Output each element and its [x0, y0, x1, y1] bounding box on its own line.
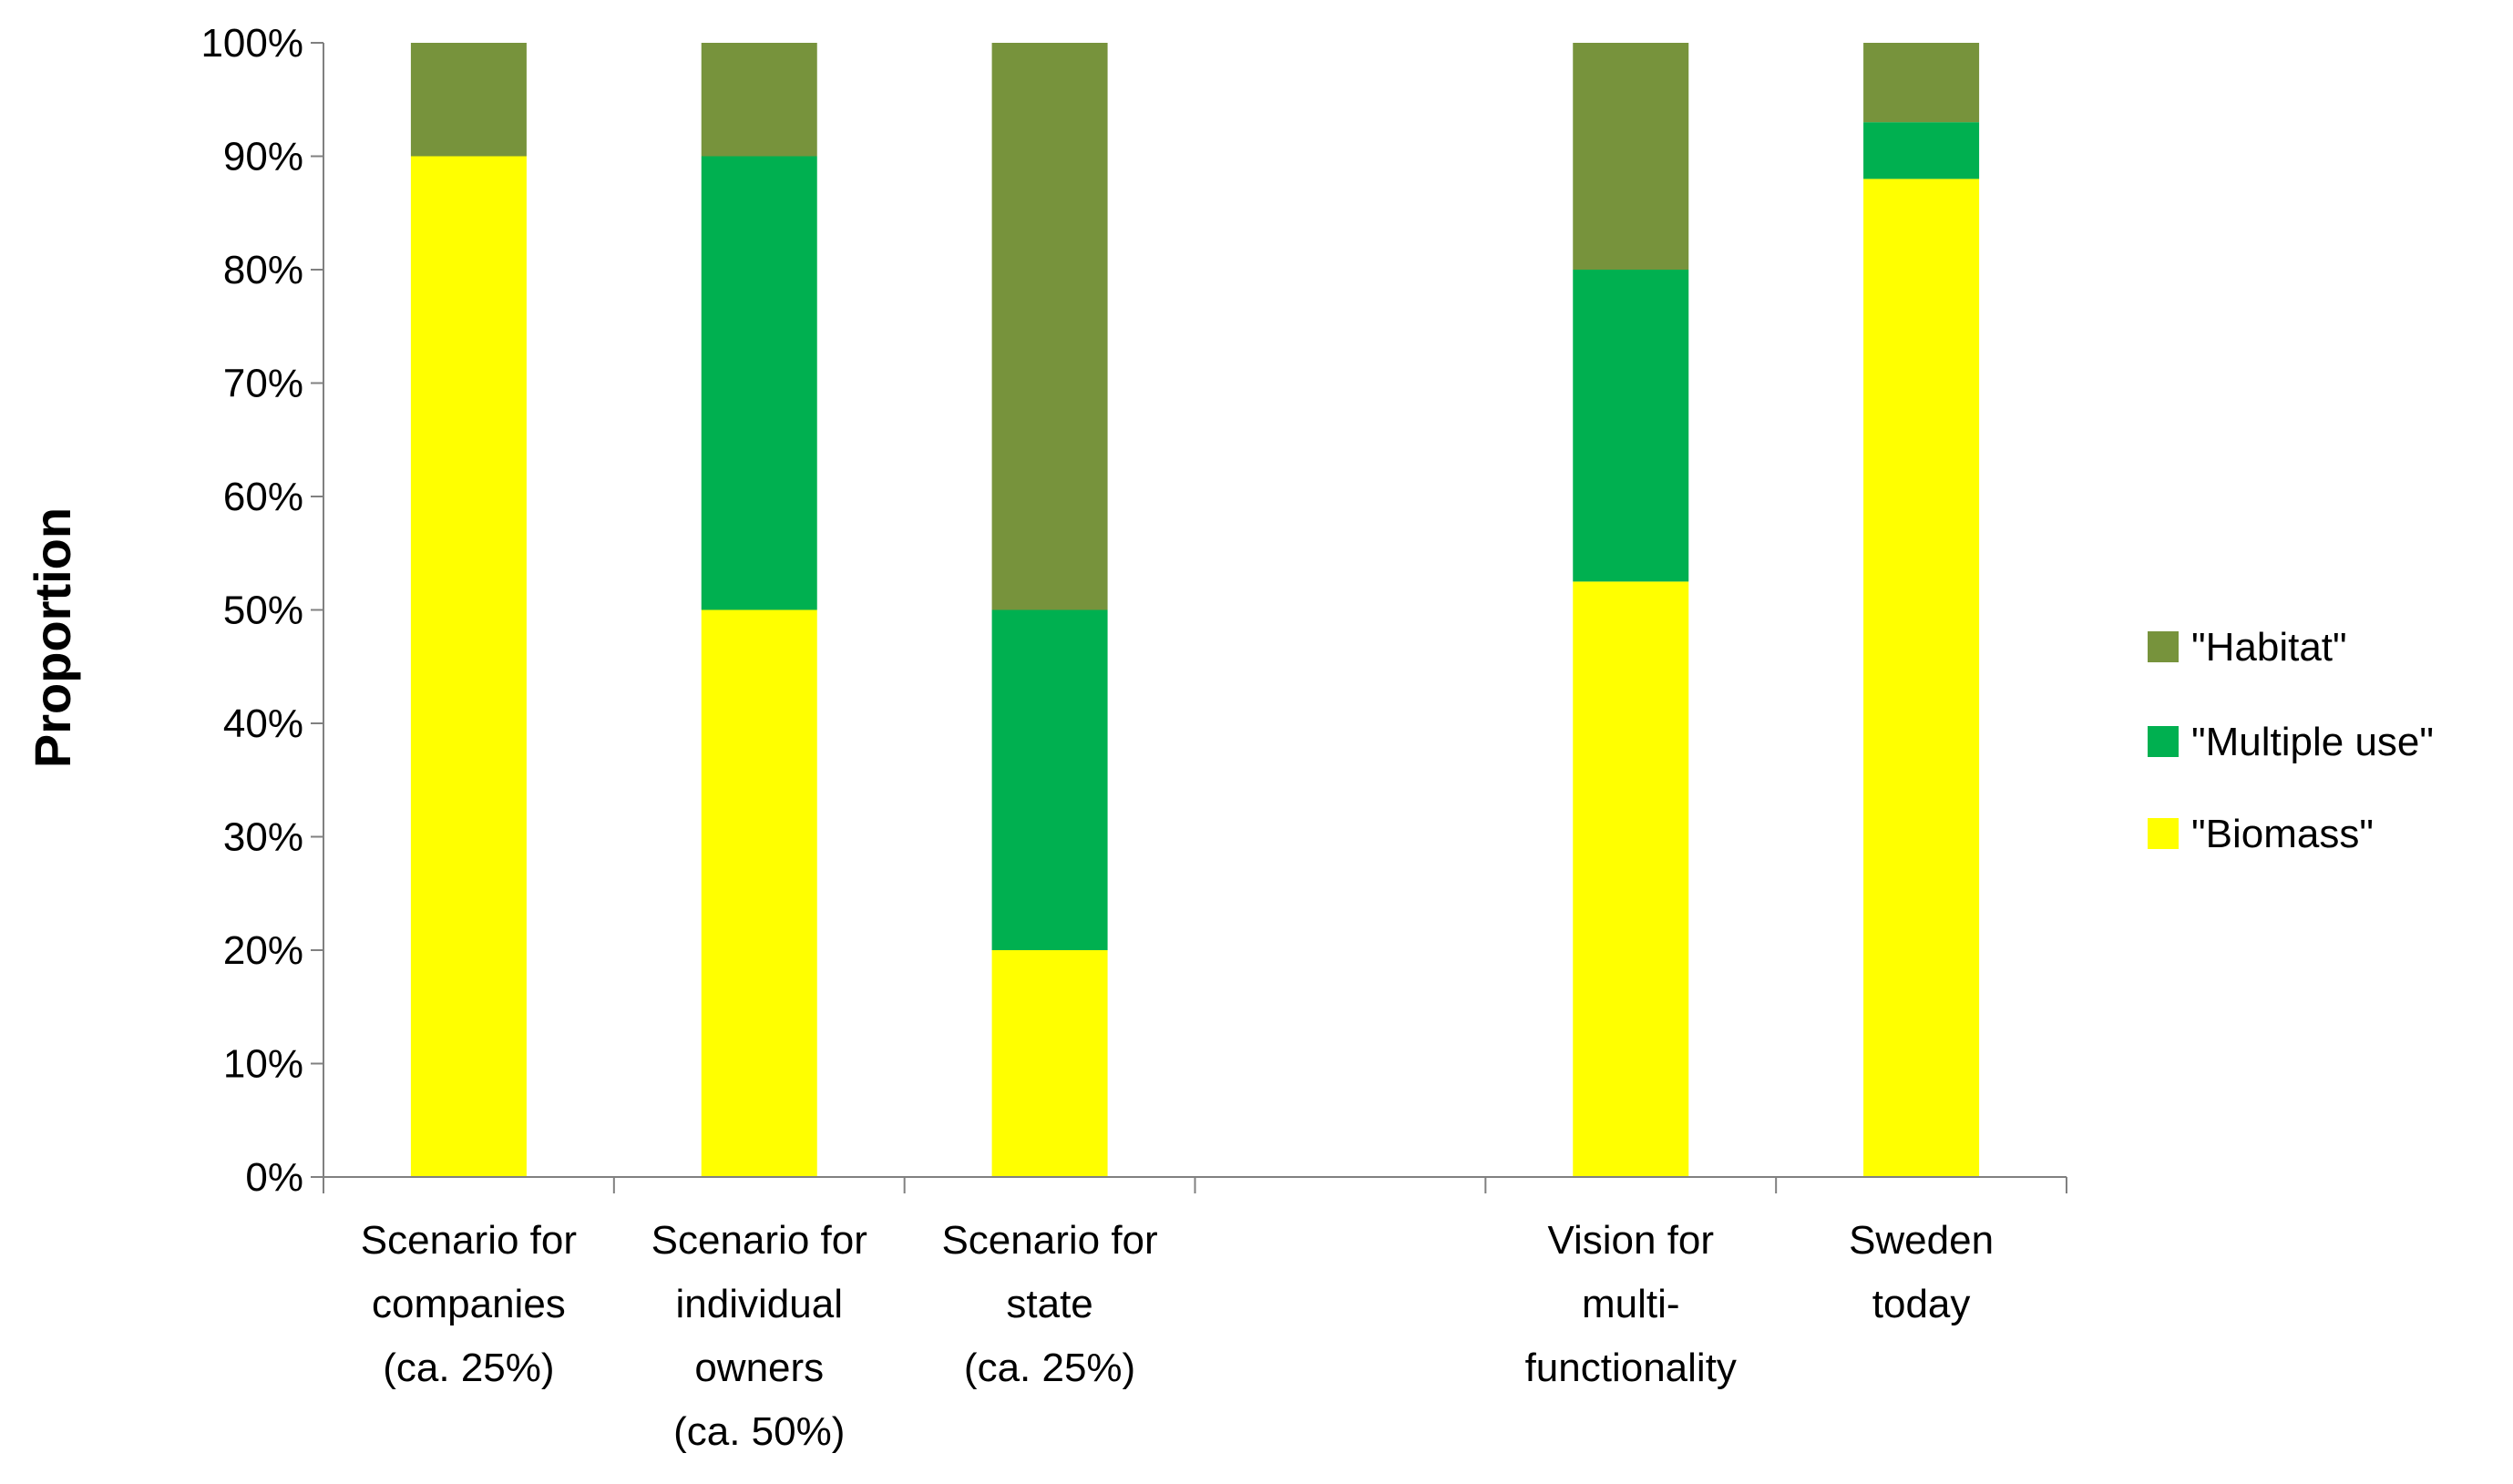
y-tick-label: 20% — [223, 928, 303, 973]
y-tick-label: 50% — [223, 588, 303, 633]
y-tick-label: 80% — [223, 248, 303, 292]
bar-segment-biomass-2 — [991, 950, 1108, 1177]
x-category-label: Sweden today — [1849, 1218, 1994, 1326]
y-tick-label: 70% — [223, 362, 303, 406]
bar-segment-multiple-use-5 — [1863, 122, 1980, 179]
x-category-label: Scenario for individual owners (ca. 50%) — [651, 1218, 867, 1454]
bar-segment-habitat-1 — [701, 43, 817, 157]
bar-segment-biomass-0 — [410, 156, 527, 1177]
y-axis-title: Proportion — [24, 507, 81, 768]
x-category-label: Scenario for companies (ca. 25%) — [361, 1218, 577, 1390]
y-tick-label: 40% — [223, 701, 303, 746]
x-category-label: Scenario for state (ca. 25%) — [941, 1218, 1157, 1390]
legend-swatch-multiple-use — [2148, 726, 2179, 757]
bar-segment-habitat-5 — [1863, 43, 1980, 123]
bar-segment-habitat-0 — [410, 43, 527, 157]
bar-segment-multiple-use-4 — [1573, 270, 1689, 582]
bar-segment-biomass-1 — [701, 609, 817, 1177]
bar-segment-biomass-5 — [1863, 179, 1980, 1177]
y-tick-label: 0% — [245, 1155, 303, 1200]
y-tick-label: 60% — [223, 475, 303, 519]
legend-swatch-biomass — [2148, 818, 2179, 849]
legend-label-habitat: "Habitat" — [2191, 625, 2347, 670]
y-tick-label: 10% — [223, 1042, 303, 1087]
labels-layer: 0% 10% 20% 30% 40% 50% 60% 70% 80% 90% 100% Scenari… — [24, 21, 1994, 1454]
bar-segment-multiple-use-1 — [701, 156, 817, 610]
y-tick-label: 90% — [223, 135, 303, 179]
legend-label-multiple-use: "Multiple use" — [2191, 720, 2434, 764]
legend-label-biomass: "Biomass" — [2191, 812, 2374, 856]
x-category-label: Vision for multi-functionality — [1525, 1218, 1737, 1390]
bar-segment-biomass-4 — [1573, 581, 1689, 1178]
bars-layer — [410, 43, 1980, 1178]
bar-segment-habitat-2 — [991, 43, 1108, 610]
legend: "Habitat" "Multiple use" "Biomass" — [2148, 625, 2434, 856]
legend-swatch-habitat — [2148, 631, 2179, 662]
bar-segment-multiple-use-2 — [991, 609, 1108, 950]
bar-segment-habitat-4 — [1573, 43, 1689, 270]
axes-layer — [311, 42, 2067, 1193]
y-tick-label: 100% — [200, 21, 303, 66]
y-tick-label: 30% — [223, 815, 303, 860]
